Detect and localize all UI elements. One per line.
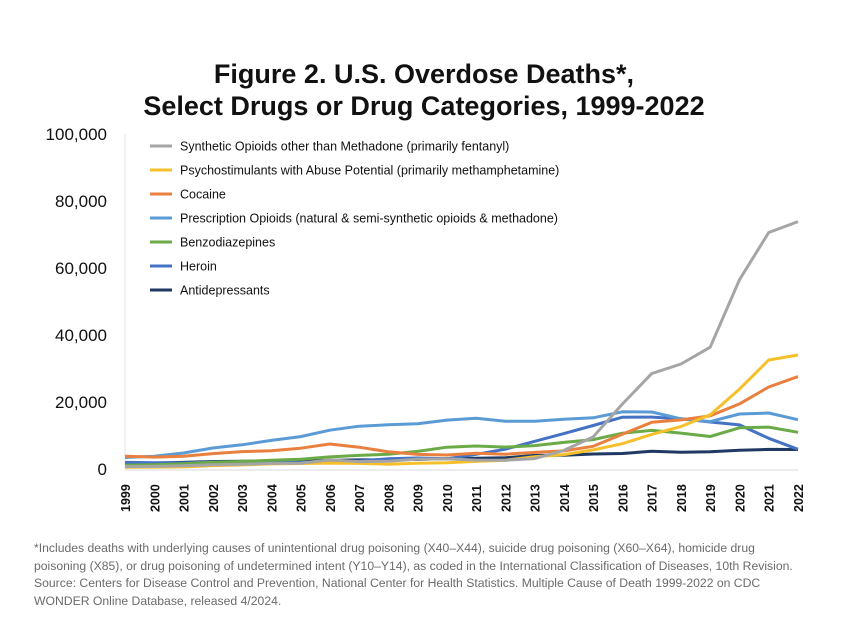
y-tick-label: 80,000 [55, 192, 107, 211]
footnote-line: WONDER Online Database, released 4/2024. [34, 593, 282, 608]
x-tick-label: 2015 [587, 484, 601, 512]
line-chart: 0 20,000 40,000 60,000 80,000 100,000 1999 2000… [46, 125, 806, 512]
x-tick-label: 2000 [148, 484, 162, 512]
x-tick-label: 2011 [470, 485, 484, 512]
x-tick-label: 2010 [441, 484, 455, 512]
x-tick-label: 2022 [792, 484, 806, 512]
x-tick-label: 2003 [236, 484, 250, 512]
x-tick-label: 2005 [295, 484, 309, 512]
y-tick-label: 100,000 [46, 125, 107, 144]
x-tick-label: 2008 [382, 484, 396, 512]
x-tick-label: 2019 [704, 484, 718, 512]
x-tick-label: 2013 [529, 484, 543, 512]
x-tick-label: 2006 [324, 484, 338, 512]
y-tick-label: 0 [98, 460, 107, 479]
footnote: *Includes deaths with underlying causes … [34, 540, 824, 610]
x-tick-label: 2017 [646, 484, 660, 512]
chart-title-line-1: Figure 2. U.S. Overdose Deaths*, [213, 59, 635, 89]
x-tick-label: 2021 [763, 484, 777, 512]
series-line-synthetic [124, 220, 799, 469]
legend-label: Benzodiazepines [180, 236, 275, 250]
x-tick-label: 1999 [119, 484, 133, 512]
legend-label: Heroin [180, 260, 217, 274]
legend-label: Cocaine [180, 188, 226, 202]
chart-title: Figure 2. U.S. Overdose Deaths*, Select … [0, 58, 848, 122]
footnote-line: *Includes deaths with underlying causes … [34, 541, 755, 555]
x-tick-label: 2004 [265, 484, 279, 512]
chart-title-line-2: Select Drugs or Drug Categories, 1999-20… [143, 91, 705, 121]
x-tick-label: 2007 [353, 484, 367, 512]
x-tick-label: 2001 [178, 484, 192, 512]
y-tick-label: 60,000 [55, 259, 107, 278]
x-tick-label: 2016 [616, 484, 630, 512]
series-line-psychostimulants [124, 353, 799, 469]
x-tick-label: 2014 [558, 484, 572, 512]
y-tick-label: 20,000 [55, 393, 107, 412]
y-tick-label: 40,000 [55, 326, 107, 345]
legend-label: Prescription Opioids (natural & semi-syn… [180, 212, 558, 226]
x-tick-label: 2018 [675, 484, 689, 512]
x-tick-label: 2002 [207, 484, 221, 512]
legend-label: Synthetic Opioids other than Methadone (… [180, 140, 509, 154]
legend-label: Psychostimulants with Abuse Potential (p… [180, 164, 559, 178]
footnote-line: poisoning (X85), or drug poisoning of un… [34, 558, 793, 573]
footnote-line: Source: Centers for Disease Control and … [34, 576, 761, 590]
legend-label: Antidepressants [180, 284, 270, 298]
series-line-cocaine [124, 375, 799, 459]
x-tick-label: 2020 [733, 484, 747, 512]
series-line-heroin [124, 415, 799, 465]
x-tick-label: 2009 [412, 484, 426, 512]
series-line-benzodiazepines [124, 425, 799, 467]
x-tick-label: 2012 [499, 484, 513, 512]
